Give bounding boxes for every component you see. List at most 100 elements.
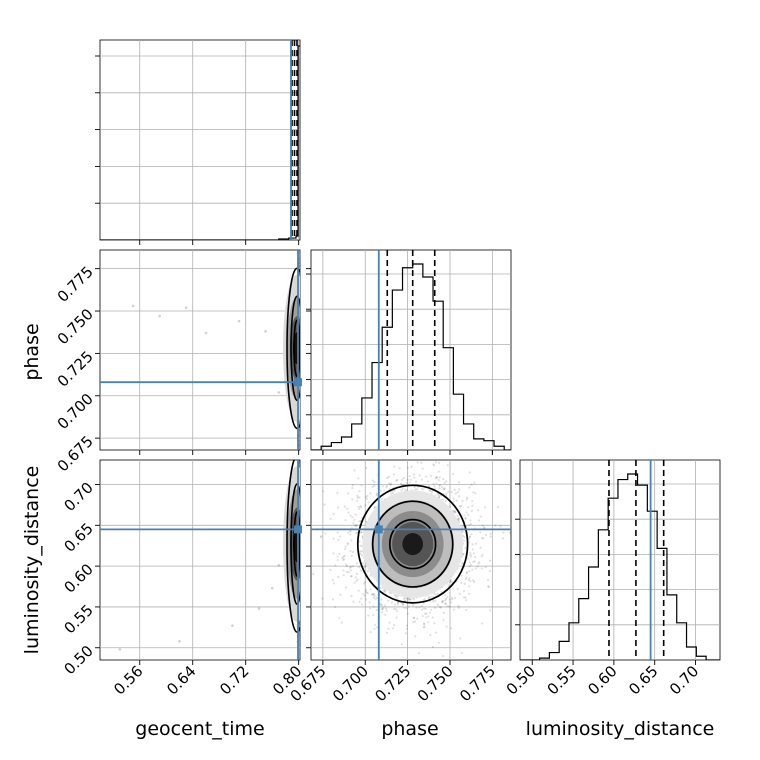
sample-point (448, 598, 451, 601)
sample-point (469, 519, 472, 522)
sample-point (450, 596, 453, 599)
sample-point (441, 498, 444, 501)
sample-point (385, 607, 388, 610)
sample-point (464, 578, 467, 581)
sample-point (356, 578, 359, 581)
sample-point (331, 579, 334, 582)
sample-point (404, 632, 407, 635)
sample-point (405, 607, 409, 610)
sample-point (387, 475, 390, 479)
sample-point (396, 601, 400, 604)
sample-point (433, 622, 436, 625)
sample-point (372, 613, 375, 617)
sample-point (312, 572, 315, 575)
sample-point (422, 607, 426, 610)
sample-point (467, 506, 470, 509)
sample-point (480, 567, 483, 570)
sample-point (412, 473, 416, 476)
sample-point (412, 598, 416, 601)
sample-point (394, 608, 398, 611)
panel-frame-phase_luminosity_distance (310, 459, 512, 661)
sample-point (457, 495, 461, 498)
sample-point (489, 535, 492, 538)
sample-point (441, 600, 445, 603)
sample-point (387, 627, 390, 630)
sample-point (463, 514, 466, 517)
sample-point (401, 487, 404, 490)
sample-point (353, 581, 356, 584)
sample-point (360, 597, 363, 600)
sample-point (393, 607, 396, 611)
sample-point (385, 609, 388, 612)
sample-point (433, 485, 436, 488)
sample-point (319, 536, 323, 539)
contour-geocent_time_phase-0 (286, 267, 300, 430)
sample-point (390, 492, 393, 495)
sample-point (496, 505, 500, 509)
sample-point (487, 585, 490, 588)
sample-point (449, 505, 452, 508)
sample-point (373, 506, 376, 509)
sample-point (449, 601, 452, 604)
panel-frame-luminosity_distance (519, 459, 721, 661)
sample-point (382, 606, 385, 609)
sample-point (428, 611, 432, 614)
sample-point (465, 498, 468, 501)
contour-geocent_time_luminosity_distance-0 (286, 460, 300, 633)
sample-point (413, 476, 416, 479)
sample-point (463, 582, 466, 585)
sample-point (467, 537, 471, 541)
sample-point (414, 480, 418, 483)
sample-point (388, 621, 391, 624)
sample-point (352, 522, 355, 525)
sample-point (472, 560, 475, 563)
sample-point (386, 476, 389, 480)
ylabel-phase: phase (21, 323, 43, 380)
sample-point (375, 608, 378, 612)
sample-point (469, 553, 472, 557)
sample-point (427, 480, 430, 483)
sample-point (349, 530, 352, 533)
sample-point (350, 539, 353, 542)
sample-point (405, 481, 408, 485)
sample-point (364, 590, 367, 593)
sample-point (472, 491, 475, 494)
sample-point (350, 554, 353, 557)
sample-point (456, 491, 459, 494)
sample-point (468, 523, 471, 526)
sample-point (457, 518, 460, 521)
histogram-luminosity_distance (520, 473, 720, 660)
sample-point (352, 600, 355, 603)
sample-point (400, 478, 404, 482)
outlier-point-0 (118, 648, 122, 651)
sample-point (420, 487, 423, 490)
sample-point (359, 505, 362, 508)
sample-point (373, 484, 376, 487)
contour-geocent_time_phase-2 (293, 319, 300, 378)
sample-point (439, 606, 443, 609)
sample-point (457, 606, 461, 610)
sample-point (489, 609, 492, 612)
sample-point (438, 605, 441, 609)
outlier-point-1 (158, 314, 161, 318)
sample-point (469, 580, 472, 583)
sample-point (413, 485, 416, 488)
sample-point (444, 500, 447, 503)
outlier-point-0 (131, 304, 135, 308)
sample-point (371, 592, 374, 596)
sample-point (364, 580, 367, 584)
density-group-phase_luminosity_distance (312, 460, 511, 658)
sample-point (468, 535, 471, 539)
sample-point (353, 518, 356, 521)
sample-point (486, 578, 490, 582)
sample-point (369, 588, 372, 591)
sample-point (480, 537, 483, 540)
sample-point (337, 538, 340, 541)
sample-point (440, 485, 444, 489)
sample-point (395, 479, 398, 482)
sample-point (403, 606, 406, 610)
sample-point (351, 516, 354, 519)
sample-point (479, 546, 482, 549)
contour-phase_luminosity_distance-0 (356, 484, 469, 604)
sample-point (360, 603, 363, 606)
